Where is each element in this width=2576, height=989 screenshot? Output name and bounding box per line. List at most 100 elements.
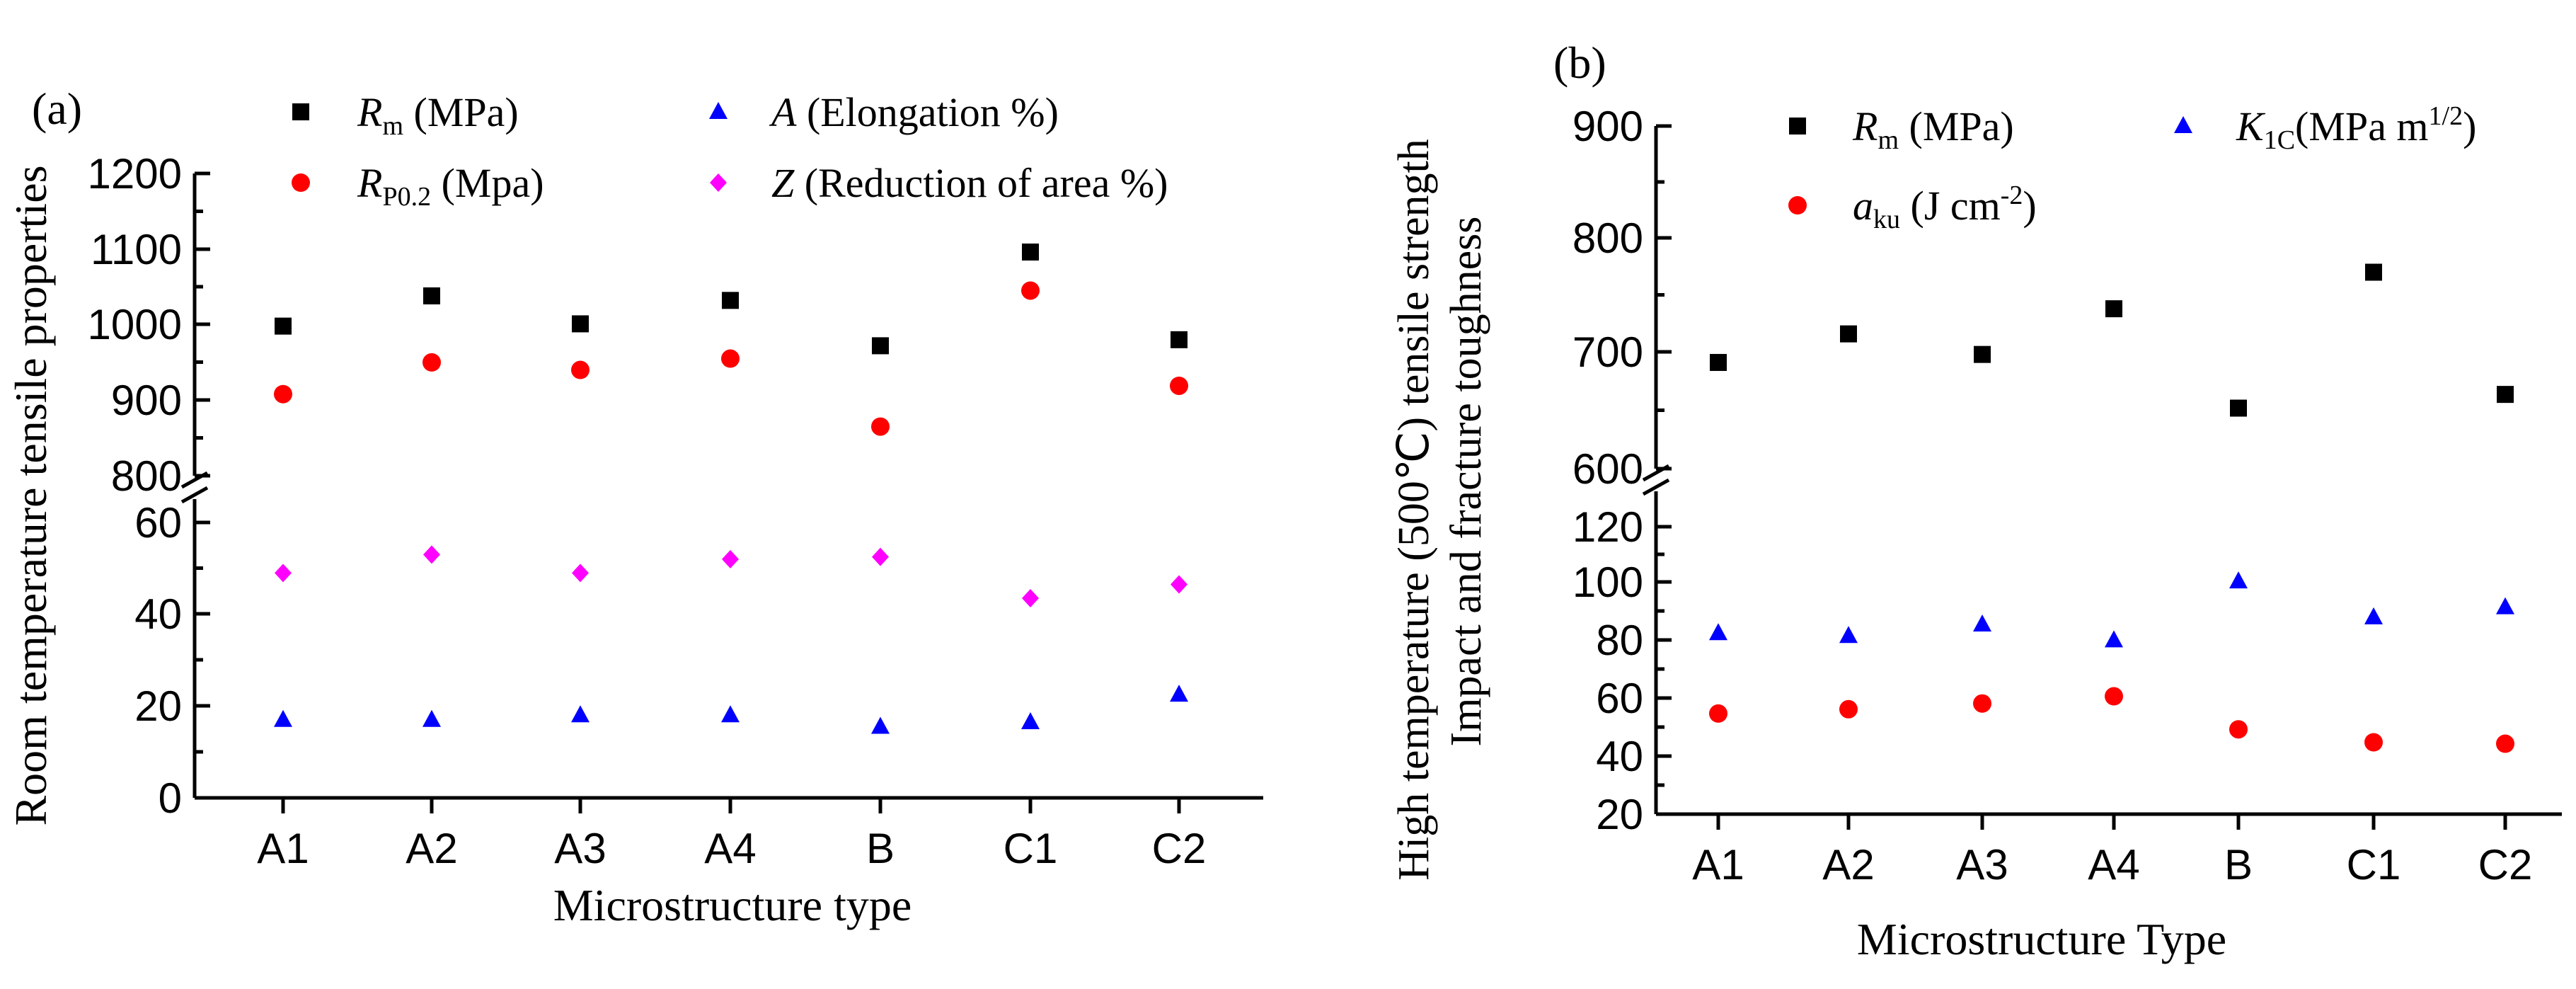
y-tick-label: 1000 [88, 301, 182, 348]
data-point [1170, 685, 1188, 702]
data-point [274, 384, 292, 404]
y-tick-label: 1200 [88, 150, 182, 198]
data-point [872, 547, 889, 566]
x-tick-label: B [866, 825, 895, 872]
data-point [2364, 607, 2383, 624]
data-point [721, 349, 740, 368]
data-point [1840, 325, 1857, 343]
data-point [572, 315, 589, 333]
data-point [572, 564, 589, 583]
data-point [871, 716, 890, 734]
x-tick-label: A3 [554, 825, 606, 872]
legend-label: Z (Reduction of area %) [771, 160, 1168, 206]
x-tick-label: A2 [1822, 841, 1874, 888]
data-point [872, 337, 889, 355]
x-tick-label: A1 [257, 825, 309, 872]
legend-label: K1C(MPa m1/2) [2236, 101, 2476, 155]
x-tick-label: C2 [2478, 841, 2533, 888]
y-tick-label: 800 [1572, 215, 1643, 262]
y-tick-label: 100 [1572, 559, 1643, 606]
legend-marker [1788, 196, 1807, 215]
data-point [1710, 353, 1727, 371]
y-tick-label: 800 [111, 452, 182, 500]
y-tick-label: 60 [1596, 675, 1643, 722]
legend-label: aku (J cm-2) [1853, 181, 2037, 234]
x-axis-title: Microstructure type [553, 880, 912, 930]
legend-label: Rm (MPa) [357, 89, 519, 141]
x-tick-label: C1 [1004, 825, 1058, 872]
panel-label: (b) [1553, 38, 1606, 88]
data-point [2229, 571, 2248, 589]
y-tick-label: 60 [134, 499, 182, 547]
data-point [1839, 626, 1858, 644]
legend-marker [292, 103, 309, 120]
legend-marker [710, 173, 727, 192]
y-tick-label: 600 [1572, 445, 1643, 493]
y-tick-label: 20 [1596, 791, 1643, 838]
data-point [1974, 345, 1991, 363]
data-point [1022, 244, 1039, 261]
y-tick-label: 900 [1572, 103, 1643, 150]
data-point [721, 705, 740, 723]
y-axis-title: Impact and fracture toughness [1442, 217, 1490, 747]
data-point [423, 287, 440, 304]
x-tick-label: A2 [406, 825, 457, 872]
y-axis-title: High temperature (500℃) tensile strength [1390, 139, 1438, 881]
legend-label: RP0.2 (Mpa) [357, 160, 544, 212]
data-point [2105, 300, 2122, 318]
axis-break-mark [1642, 478, 1670, 496]
data-point [423, 545, 440, 564]
data-point [1973, 694, 1991, 713]
data-point [2496, 734, 2514, 753]
data-point [2230, 399, 2247, 417]
legend-label: A (Elongation %) [769, 89, 1059, 135]
x-tick-label: A4 [2088, 841, 2139, 888]
y-tick-label: 1100 [91, 226, 182, 273]
y-tick-label: 900 [111, 377, 182, 424]
y-tick-label: 80 [1596, 617, 1643, 664]
data-point [422, 353, 441, 372]
series-square [275, 244, 1188, 355]
data-point [2365, 263, 2382, 281]
legend-marker [709, 102, 728, 119]
chart-panel-b: 600 700 800 900 20 40 60 80 100 120 A1 A2 A3 A4 B C1 C2 R… [1390, 38, 2562, 964]
y-tick-label: 700 [1572, 328, 1643, 376]
series-triangle [1709, 571, 2514, 648]
legend-marker [2174, 116, 2192, 133]
data-point [571, 705, 590, 723]
data-point [1170, 376, 1188, 395]
data-point [722, 292, 739, 309]
panel-label: (a) [32, 84, 82, 134]
data-point [422, 709, 441, 727]
y-axis-title: Room temperature tensile properties [6, 165, 56, 825]
data-point [1021, 281, 1040, 300]
data-point [2496, 597, 2514, 614]
data-point [1709, 623, 1727, 641]
data-point [1839, 699, 1858, 719]
data-point [571, 360, 590, 379]
data-point [1709, 704, 1727, 723]
series-triangle [274, 685, 1188, 734]
data-point [1973, 614, 1991, 632]
data-point [1021, 712, 1040, 730]
data-point [274, 709, 292, 727]
axis-break-mark [180, 486, 209, 504]
x-tick-label: B [2224, 841, 2253, 888]
data-point [1022, 588, 1039, 607]
data-point [2105, 630, 2123, 648]
data-point [2105, 687, 2123, 706]
y-tick-label: 120 [1572, 503, 1643, 551]
y-tick-label: 0 [159, 774, 182, 822]
data-point [2497, 386, 2514, 404]
x-tick-label: C2 [1152, 825, 1207, 872]
data-point [871, 417, 890, 436]
x-tick-label: A4 [704, 825, 756, 872]
data-point [2229, 720, 2248, 739]
series-circle [274, 281, 1188, 436]
series-square [1710, 263, 2514, 417]
chart-panel-a: 800 900 1000 1100 1200 0 20 40 60 A1 A2 A3 A4 B C1 C2 Rm… [6, 84, 1263, 930]
x-tick-label: A1 [1692, 841, 1744, 888]
x-tick-label: A3 [1956, 841, 2008, 888]
data-point [275, 564, 292, 583]
